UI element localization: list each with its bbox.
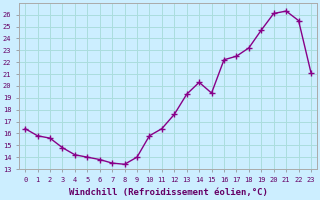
X-axis label: Windchill (Refroidissement éolien,°C): Windchill (Refroidissement éolien,°C) [68, 188, 268, 197]
